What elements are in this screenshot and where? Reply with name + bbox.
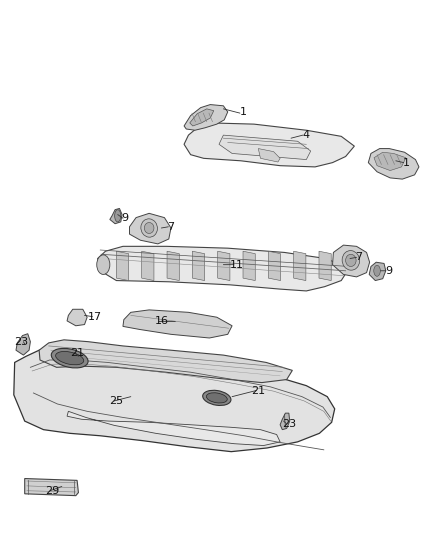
Text: 21: 21 [251, 385, 265, 395]
Polygon shape [332, 245, 370, 277]
Ellipse shape [115, 209, 121, 222]
Polygon shape [67, 411, 280, 446]
Ellipse shape [141, 219, 157, 237]
Polygon shape [25, 479, 78, 496]
Ellipse shape [203, 390, 231, 406]
Polygon shape [293, 251, 306, 280]
Text: 9: 9 [385, 266, 392, 276]
Polygon shape [184, 104, 228, 130]
Text: 7: 7 [355, 252, 362, 262]
Text: 17: 17 [88, 312, 102, 321]
Text: 7: 7 [167, 222, 174, 232]
Ellipse shape [56, 351, 84, 365]
Polygon shape [14, 346, 335, 451]
Polygon shape [167, 251, 179, 280]
Text: 1: 1 [240, 107, 247, 117]
Polygon shape [243, 251, 255, 280]
Polygon shape [117, 251, 129, 280]
Polygon shape [142, 251, 154, 280]
Text: 4: 4 [303, 130, 310, 140]
Text: 21: 21 [70, 348, 84, 358]
Text: 11: 11 [230, 260, 244, 270]
Polygon shape [130, 213, 171, 244]
Ellipse shape [51, 349, 88, 368]
Polygon shape [67, 309, 87, 326]
Polygon shape [190, 109, 214, 126]
Text: 1: 1 [403, 158, 410, 167]
Polygon shape [123, 310, 232, 338]
Polygon shape [369, 262, 386, 280]
Polygon shape [192, 251, 205, 280]
Polygon shape [258, 149, 280, 162]
Polygon shape [39, 340, 292, 383]
Ellipse shape [145, 222, 154, 233]
Ellipse shape [346, 254, 356, 266]
Text: 16: 16 [154, 317, 168, 327]
Polygon shape [218, 251, 230, 280]
Polygon shape [280, 413, 290, 430]
Polygon shape [16, 334, 30, 355]
Text: 25: 25 [110, 396, 124, 406]
Polygon shape [110, 208, 122, 224]
Text: 23: 23 [282, 418, 296, 429]
Ellipse shape [342, 251, 360, 270]
Polygon shape [368, 149, 419, 179]
Polygon shape [184, 123, 354, 167]
Text: 9: 9 [122, 213, 129, 223]
Polygon shape [374, 152, 406, 171]
Text: 29: 29 [45, 486, 59, 496]
Polygon shape [319, 251, 331, 280]
Polygon shape [219, 135, 311, 159]
Ellipse shape [374, 265, 380, 276]
Polygon shape [268, 251, 281, 280]
Polygon shape [98, 246, 349, 291]
Ellipse shape [97, 255, 110, 274]
Text: 23: 23 [14, 337, 28, 346]
Ellipse shape [206, 393, 227, 403]
